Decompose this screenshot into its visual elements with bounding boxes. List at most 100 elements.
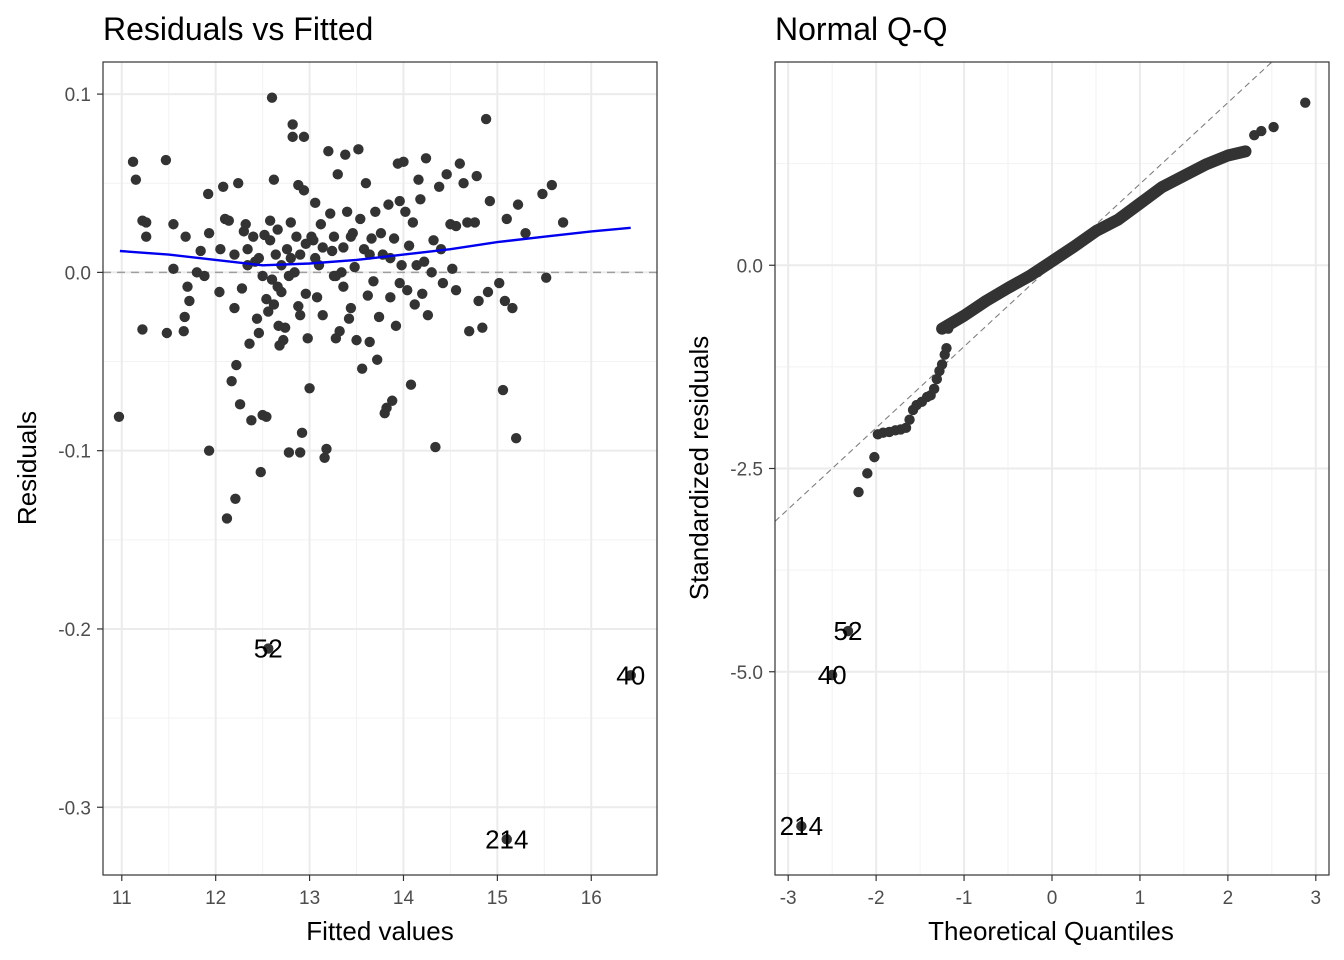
data-point [276, 286, 287, 298]
data-point [1300, 97, 1311, 108]
data-point [137, 324, 148, 335]
data-point [244, 338, 255, 349]
data-point [364, 336, 375, 348]
data-point [387, 395, 398, 406]
data-point [402, 285, 413, 296]
data-point [328, 231, 340, 242]
data-point [388, 233, 400, 244]
data-point [546, 179, 558, 191]
data-point [366, 233, 377, 244]
data-point [510, 432, 522, 444]
data-point [323, 145, 334, 157]
data-point [326, 245, 338, 257]
x-tick-label: -3 [780, 888, 797, 909]
data-point [127, 156, 139, 168]
data-point [501, 213, 512, 225]
data-point [278, 334, 289, 346]
data-point [433, 181, 445, 193]
data-point [458, 178, 469, 189]
data-point [300, 288, 312, 299]
data-point [349, 261, 360, 273]
data-point [298, 131, 310, 143]
data-point [345, 302, 357, 314]
data-point [494, 277, 505, 289]
outlier-label: 214 [485, 824, 528, 854]
data-point [417, 288, 428, 299]
data-point [319, 452, 330, 464]
data-point [477, 322, 488, 333]
data-point [413, 174, 424, 185]
data-point [236, 283, 248, 294]
data-point [281, 244, 293, 255]
outlier-label: 52 [834, 616, 863, 646]
data-point [482, 286, 494, 298]
data-point [541, 272, 552, 283]
data-point [304, 383, 315, 394]
data-point [537, 188, 548, 200]
data-point [161, 327, 173, 339]
data-point [441, 169, 452, 180]
data-point [291, 231, 302, 242]
data-point [853, 486, 864, 498]
data-point [285, 217, 296, 228]
data-point [507, 302, 518, 314]
y-tick-label: -0.3 [58, 798, 91, 819]
data-point [351, 334, 362, 346]
qq-reference-line [775, 62, 1273, 522]
x-tick-label: 0 [1047, 888, 1058, 909]
data-point [214, 286, 225, 298]
data-point [383, 199, 394, 210]
data-point [396, 260, 407, 271]
data-point [246, 415, 257, 426]
data-point [203, 445, 215, 456]
data-point [317, 242, 328, 253]
data-point [390, 320, 402, 332]
data-point [264, 235, 276, 246]
data-point [287, 131, 298, 143]
data-point [240, 219, 251, 230]
data-point [168, 219, 179, 230]
data-point [426, 267, 437, 278]
x-tick-label: 11 [112, 888, 132, 909]
x-tick-label: 15 [487, 888, 508, 909]
data-point [310, 252, 321, 264]
data-point [464, 326, 475, 337]
y-tick-label: -5.0 [730, 663, 763, 684]
data-point [370, 206, 381, 217]
data-point [422, 309, 434, 321]
data-point [317, 309, 328, 321]
data-point [248, 231, 259, 242]
data-point [409, 299, 420, 310]
data-point [381, 402, 392, 414]
outlier-label: 40 [616, 660, 645, 690]
data-point [471, 170, 482, 182]
data-point [321, 443, 332, 455]
data-point [184, 295, 195, 307]
data-point [484, 195, 496, 207]
outlier-point [625, 670, 636, 681]
data-point [217, 181, 229, 193]
data-point [398, 156, 409, 168]
data-point [266, 92, 278, 103]
data-point [362, 290, 373, 301]
data-point [283, 270, 295, 282]
data-point [229, 249, 240, 260]
data-point [375, 227, 387, 239]
data-point [310, 197, 321, 209]
data-point [356, 363, 368, 374]
data-point [941, 342, 952, 354]
x-tick-label: 16 [581, 888, 602, 909]
y-tick-label: -0.1 [58, 442, 91, 463]
data-point [557, 217, 569, 228]
data-point [182, 281, 193, 292]
data-point [1268, 121, 1279, 133]
normal-qq-title: Normal Q-Q [775, 11, 947, 47]
data-point [294, 249, 306, 260]
data-point [394, 277, 405, 289]
data-point [450, 285, 462, 296]
data-point [355, 213, 366, 225]
data-point [202, 188, 214, 200]
data-point [226, 375, 237, 387]
outlier-label: 214 [780, 811, 823, 841]
data-point [437, 277, 449, 289]
